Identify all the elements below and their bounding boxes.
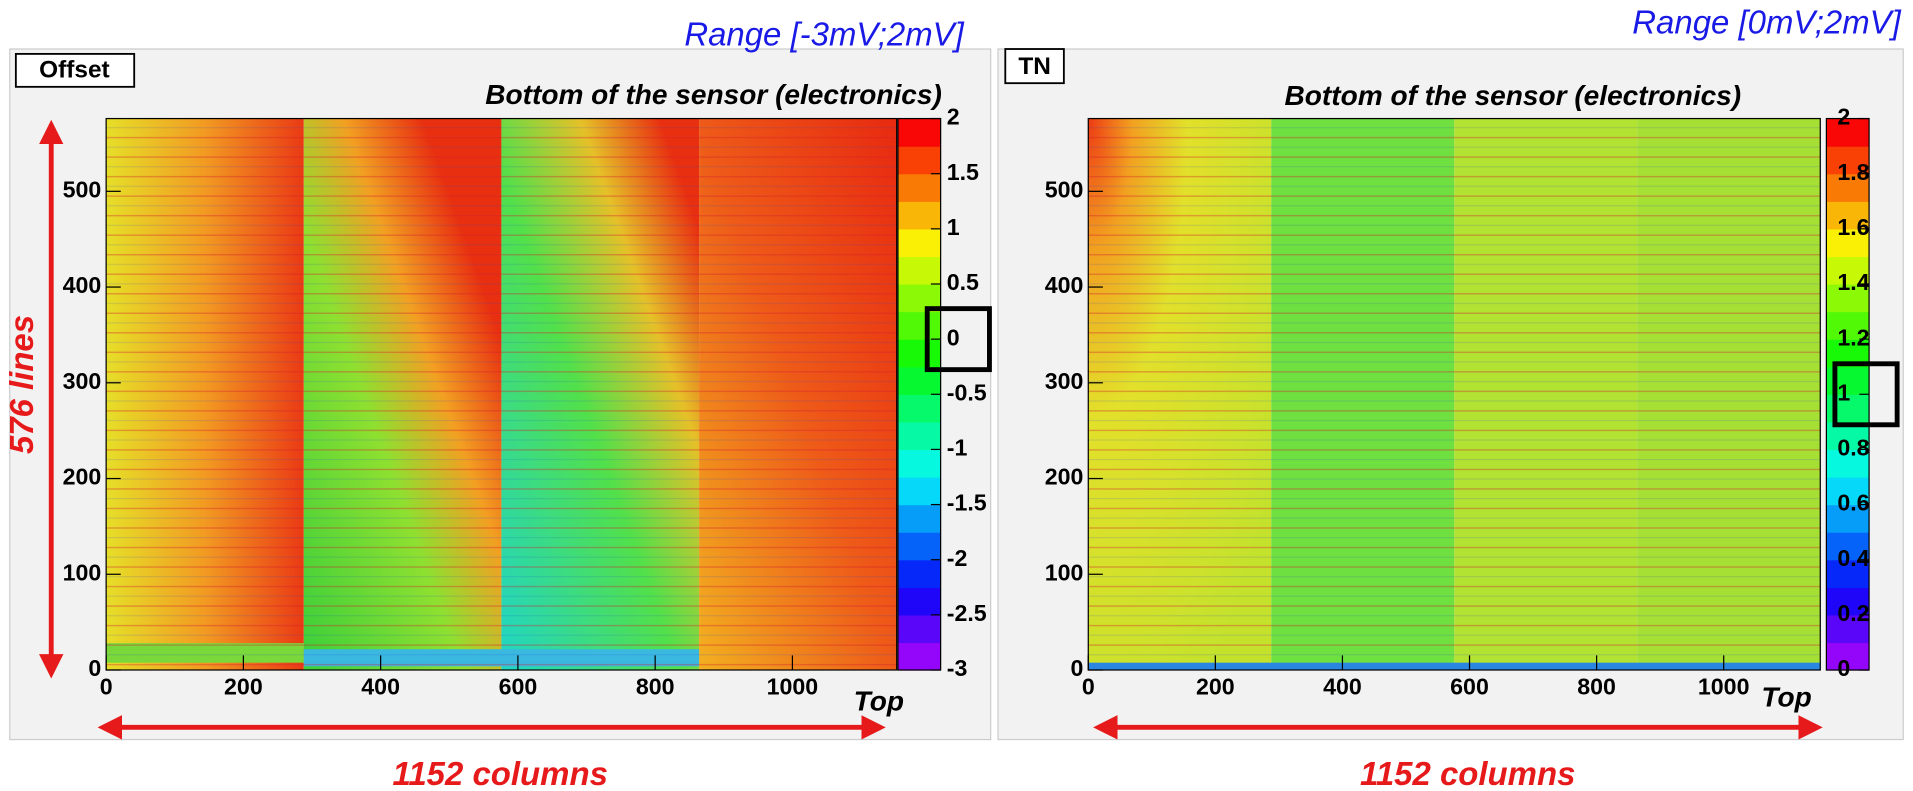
x-tick-label: 600 [499, 673, 538, 699]
y-tick-label: 300 [1045, 368, 1084, 394]
z-tick-label: -1 [947, 435, 968, 461]
colorbar-band [897, 504, 941, 533]
colorbar-band [1826, 228, 1870, 258]
colorbar-band [897, 532, 941, 561]
colorbar-band [897, 476, 941, 506]
z-tick-label: 0 [1837, 655, 1850, 681]
range-note: Range [-3mV;2mV] [684, 16, 964, 53]
colorbar-band [897, 614, 941, 644]
y-tick-label: 500 [1045, 176, 1084, 202]
colorbar-band [897, 642, 941, 671]
colorbar-band [1826, 173, 1870, 202]
annotation: 576 lines [3, 315, 40, 454]
colorbar-band [897, 146, 941, 175]
colorbar-band [1826, 504, 1870, 533]
z-tick-label: -1.5 [947, 490, 987, 516]
z-tick-label: 1.5 [947, 159, 979, 185]
colorbar-band [897, 118, 941, 147]
z-tick-label: 1.6 [1837, 214, 1869, 240]
chart-title: Bottom of the sensor (electronics) [1285, 80, 1742, 111]
annotation: 1152 columns [392, 755, 607, 791]
x-tick-label: 400 [361, 673, 400, 699]
colorbar-band [897, 394, 941, 423]
y-tick-label: 0 [1070, 655, 1083, 681]
z-tick-label: -2.5 [947, 600, 987, 626]
colorbar-band [897, 587, 941, 616]
colorbar-band [1826, 118, 1870, 147]
z-tick-label: 0 [947, 324, 960, 350]
heatmap-image [106, 118, 1821, 671]
panel-label-box [1004, 48, 1065, 85]
y-tick-label: 300 [63, 368, 102, 394]
panel-label: TN [1018, 53, 1051, 80]
colorbar-band [1826, 614, 1870, 644]
plot-frame [105, 117, 898, 671]
y-tick-label: 200 [1045, 464, 1084, 490]
y-tick-label: 100 [63, 559, 102, 585]
z-tick-label: 1.2 [1837, 324, 1869, 350]
z-tick-label: 0.2 [1837, 600, 1869, 626]
colorbar-band [1826, 449, 1870, 478]
x-tick-label: 600 [1450, 673, 1489, 699]
x-tick-label: 1000 [767, 673, 819, 699]
z-tick-label: 1.4 [1837, 269, 1869, 295]
colorbar-band [1826, 476, 1870, 506]
y-tick-label: 500 [63, 176, 102, 202]
colorbar-band [897, 339, 941, 368]
colorbar-band [1826, 146, 1870, 175]
x-tick-label: 1000 [1698, 673, 1750, 699]
x-tick-label: 0 [1082, 673, 1095, 699]
x-tick-label: 200 [1196, 673, 1235, 699]
y-tick-label: 400 [63, 272, 102, 298]
x-axis-note: Top [1761, 682, 1811, 713]
x-axis-note: Top [854, 685, 904, 716]
y-tick-label: 400 [1045, 272, 1084, 298]
colorbar-band [897, 559, 941, 588]
highlight-box [1832, 361, 1900, 428]
x-tick-label: 800 [636, 673, 675, 699]
colorbar-band [897, 256, 941, 285]
plot-frame [1087, 117, 1821, 671]
z-tick-label: -2 [947, 545, 968, 571]
z-tick-label: 1.8 [1837, 159, 1869, 185]
colorbar-band [897, 173, 941, 202]
z-tick-label: 1 [1837, 379, 1850, 405]
colorbar-band [1826, 283, 1870, 313]
x-tick-label: 800 [1577, 673, 1616, 699]
y-tick-label: 100 [1045, 559, 1084, 585]
annotation: 1152 columns [1360, 755, 1575, 791]
y-tick-label: 0 [88, 655, 101, 681]
z-tick-label: -0.5 [947, 379, 987, 405]
colorbar-band [1826, 256, 1870, 285]
panel-label-box [14, 52, 136, 88]
z-tick-label: 0.4 [1837, 545, 1869, 571]
colorbar-band [1826, 642, 1870, 671]
colorbar-band [1826, 201, 1870, 230]
z-tick-label: 0.8 [1837, 435, 1869, 461]
colorbar-band [897, 449, 941, 478]
colorbar-band [1826, 587, 1870, 616]
colorbar-band [897, 201, 941, 230]
colorbar-band [897, 311, 941, 340]
colorbar-band [1826, 532, 1870, 561]
x-tick-label: 400 [1323, 673, 1362, 699]
colorbar-band [1826, 311, 1870, 340]
z-tick-label: 1 [947, 214, 960, 240]
panel-label: Offset [39, 56, 109, 83]
z-tick-label: 2 [947, 104, 960, 130]
highlight-box [924, 306, 992, 373]
x-tick-label: 200 [224, 673, 263, 699]
z-tick-label: 2 [1837, 104, 1850, 130]
range-note: Range [0mV;2mV] [1632, 3, 1901, 40]
z-tick-label: 0.6 [1837, 490, 1869, 516]
y-tick-label: 200 [63, 464, 102, 490]
z-tick-label: -3 [947, 655, 968, 681]
x-tick-label: 0 [100, 673, 113, 699]
colorbar-band [1826, 559, 1870, 588]
colorbar-band [897, 228, 941, 258]
z-tick-label: 0.5 [947, 269, 979, 295]
colorbar-band [897, 421, 941, 451]
chart-title: Bottom of the sensor (electronics) [485, 79, 942, 110]
